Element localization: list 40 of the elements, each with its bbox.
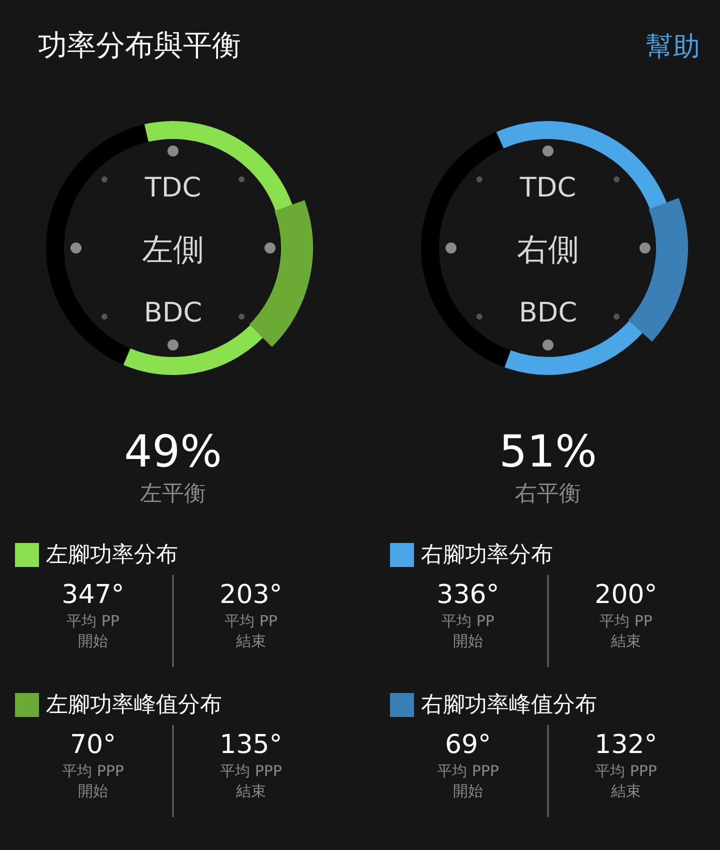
- text: 平均 PP: [66, 612, 120, 630]
- text: 功率分布與平衡: [38, 28, 241, 62]
- category-label: 結束: [611, 782, 641, 800]
- text: 左側: [142, 232, 204, 268]
- text: 平均 PPP: [595, 762, 657, 780]
- legend-label: 右腳功率峰值分布: [421, 692, 597, 718]
- category-label: 結束: [236, 782, 266, 800]
- text: 左平衡: [140, 482, 206, 506]
- text: 51%: [499, 426, 597, 478]
- legend-label: 右腳功率分布: [421, 542, 553, 568]
- text: BDC: [518, 298, 578, 328]
- data-label: 200°: [594, 580, 658, 610]
- text: 平均 PPP: [220, 762, 282, 780]
- text: 平均 PP: [224, 612, 278, 630]
- text: TDC: [518, 172, 576, 204]
- data-label: 203°: [220, 580, 282, 610]
- text: 平均 PPP: [437, 762, 499, 780]
- text: BDC: [144, 298, 202, 328]
- category-label: 開始: [453, 782, 483, 800]
- legend-label: 左腳功率分布: [46, 542, 178, 568]
- text: TDC: [144, 172, 202, 204]
- category-label: 開始: [78, 632, 108, 650]
- text: 右側: [517, 232, 579, 268]
- data-label: 132°: [594, 730, 658, 760]
- text: 平均 PP: [600, 612, 652, 630]
- text: 右平衡: [515, 482, 581, 506]
- data-label: 69°: [444, 730, 492, 760]
- data-label: 70°: [70, 730, 116, 760]
- category-label: 結束: [235, 632, 266, 650]
- data-label: 336°: [436, 580, 500, 610]
- text: 幫助: [646, 32, 700, 62]
- category-label: 開始: [453, 632, 483, 650]
- category-label: 結束: [610, 632, 641, 650]
- data-label: 135°: [220, 730, 282, 760]
- legend-label: 左腳功率峰值分布: [46, 692, 222, 718]
- category-label: 開始: [78, 782, 108, 800]
- data-label: 347°: [62, 580, 124, 610]
- text: 49%: [124, 426, 222, 478]
- text: 平均 PPP: [62, 762, 124, 780]
- text: 平均 PP: [442, 612, 494, 630]
